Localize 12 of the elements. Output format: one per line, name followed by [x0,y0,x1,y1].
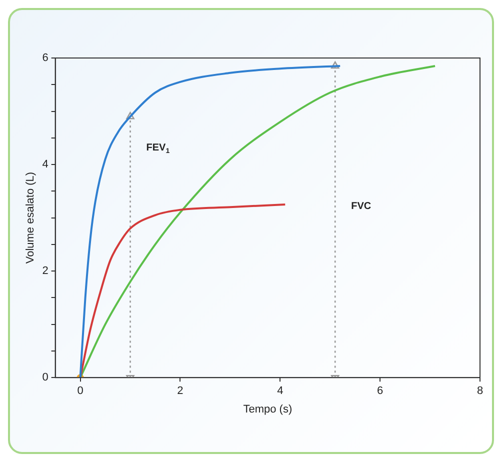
y-tick-label: 4 [42,158,48,171]
x-axis-title: Tempo (s) [243,403,292,416]
y-tick-label: 6 [42,52,48,64]
x-tick-label: 8 [476,385,484,398]
y-tick-label: 0 [42,372,48,384]
y-tick-label: 2 [42,265,48,278]
x-tick-label: 4 [277,385,284,398]
x-tick-label: 0 [77,385,84,398]
annotation: FVC [351,200,372,212]
x-tick-label: 2 [177,385,184,398]
x-tick-label: 6 [377,385,384,398]
y-axis-title: Volume esalato (L) [24,172,37,264]
